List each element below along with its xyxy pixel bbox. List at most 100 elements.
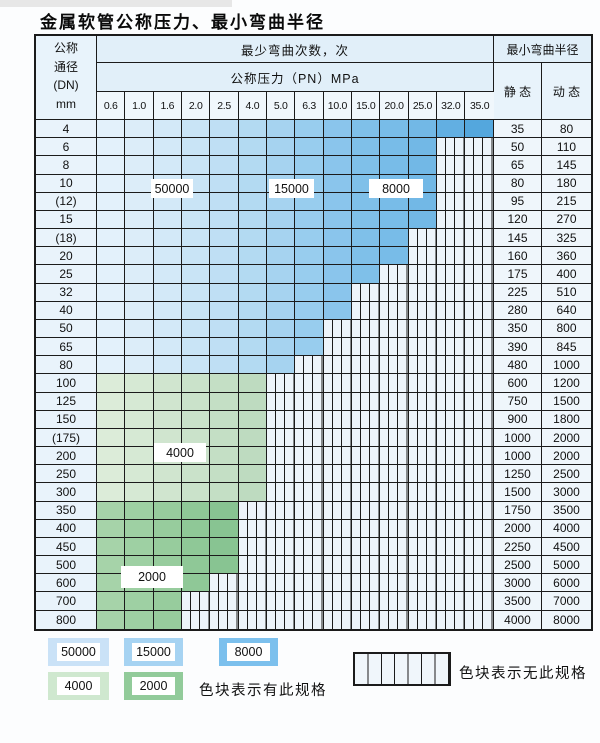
dn-label: 8	[36, 156, 97, 174]
no-spec-cell	[437, 428, 466, 447]
spec-cell	[125, 392, 154, 410]
spec-cell	[182, 138, 211, 156]
no-spec-cell	[295, 574, 324, 592]
no-spec-cell	[437, 338, 466, 356]
table-row: 40 280 640	[36, 301, 591, 320]
spec-cell	[210, 156, 239, 174]
spec-cell	[267, 356, 296, 374]
no-spec-cell	[267, 374, 296, 392]
spec-cell	[125, 338, 154, 356]
table-row: 300 1500 3000	[36, 483, 591, 502]
no-spec-cell	[380, 501, 409, 519]
dynamic-radius-value: 8000	[542, 610, 591, 629]
legend-no-spec-note: 色块表示无此规格	[459, 666, 587, 682]
no-spec-cell	[238, 519, 268, 537]
spec-cell	[408, 174, 438, 192]
no-spec-cell	[323, 410, 353, 428]
spec-cell	[97, 374, 126, 392]
spec-cell	[97, 483, 126, 501]
pressure-grid	[97, 592, 494, 610]
dynamic-radius-value: 845	[542, 338, 591, 356]
spec-cell	[238, 174, 268, 192]
no-spec-cell	[465, 138, 494, 156]
spec-cell	[97, 410, 126, 428]
spec-cell	[238, 138, 268, 156]
static-radius-value: 1750	[494, 501, 542, 519]
table-row: 20 160 360	[36, 247, 591, 266]
no-spec-cell	[267, 447, 296, 465]
spec-cell	[408, 210, 438, 229]
table-header: 公称 通径 (DN) mm 最少弯曲次数，次 最小弯曲半径 公称压力（PN）MP…	[36, 36, 591, 120]
no-spec-cell	[380, 410, 409, 428]
spec-cell	[295, 120, 324, 138]
table-row: 500 2500 5000	[36, 556, 591, 575]
spec-cell	[153, 556, 183, 574]
spec-cell	[182, 428, 211, 447]
spec-cell	[182, 192, 211, 210]
spec-cell	[182, 265, 211, 283]
spec-cell	[153, 265, 183, 283]
spec-cell	[153, 174, 183, 192]
spec-cell	[97, 138, 126, 156]
spec-cell	[182, 374, 211, 392]
spec-cell	[153, 610, 183, 629]
no-spec-cell	[210, 574, 239, 592]
spec-cell	[267, 247, 296, 265]
spec-cell	[97, 356, 126, 374]
spec-cell	[295, 210, 324, 229]
no-spec-cell	[465, 410, 494, 428]
spec-cell	[125, 192, 154, 210]
pressure-tick: 10.0	[323, 92, 353, 119]
spec-cell	[267, 138, 296, 156]
spec-cell	[295, 229, 324, 247]
table-row: (175) 1000 2000	[36, 428, 591, 448]
no-spec-swatch	[353, 652, 451, 686]
spec-cell	[125, 574, 154, 592]
spec-cell	[323, 174, 353, 192]
no-spec-cell	[352, 392, 381, 410]
no-spec-cell	[437, 537, 466, 556]
pressure-grid	[97, 319, 494, 338]
no-spec-cell	[295, 410, 324, 428]
spec-cell	[125, 174, 154, 192]
spec-cell	[323, 265, 353, 283]
no-spec-cell	[352, 537, 381, 556]
spec-cell	[125, 447, 154, 465]
spec-cell	[210, 556, 239, 574]
dn-label: 10	[36, 174, 97, 192]
spec-cell	[153, 156, 183, 174]
static-radius-value: 750	[494, 392, 542, 410]
no-spec-cell	[408, 301, 438, 319]
spec-cell	[97, 174, 126, 192]
spec-cell	[97, 556, 126, 574]
static-radius-value: 1000	[494, 428, 542, 447]
spec-cell	[210, 301, 239, 319]
no-spec-cell	[352, 447, 381, 465]
no-spec-cell	[465, 319, 494, 338]
spec-cell	[125, 301, 154, 319]
spec-cell	[97, 247, 126, 265]
spec-cell	[153, 356, 183, 374]
legend-swatch: 8000	[219, 638, 278, 666]
dynamic-radius-value: 4500	[542, 537, 591, 556]
no-spec-cell	[380, 592, 409, 610]
static-radius-value: 1250	[494, 465, 542, 483]
spec-cell	[323, 229, 353, 247]
no-spec-cell	[437, 483, 466, 501]
spec-cell	[125, 319, 154, 338]
spec-cell	[238, 338, 268, 356]
no-spec-cell	[437, 374, 466, 392]
min-bend-radius-header: 最小弯曲半径	[494, 36, 591, 63]
spec-cell	[210, 519, 239, 537]
no-spec-cell	[465, 156, 494, 174]
dynamic-radius-value: 4000	[542, 519, 591, 537]
spec-cell	[125, 410, 154, 428]
table-row: 200 1000 2000	[36, 447, 591, 466]
dn-label: 50	[36, 319, 97, 338]
spec-cell	[125, 283, 154, 301]
spec-cell	[125, 537, 154, 556]
spec-cell	[380, 247, 409, 265]
spec-cell	[210, 174, 239, 192]
no-spec-cell	[238, 610, 268, 629]
